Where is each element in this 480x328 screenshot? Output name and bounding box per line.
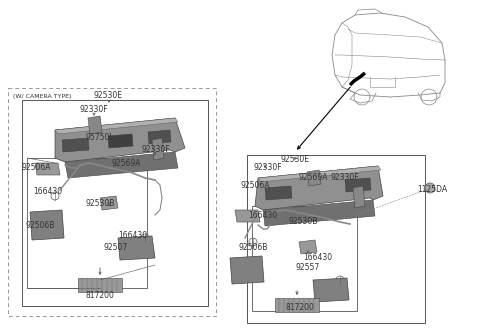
Polygon shape bbox=[148, 130, 171, 144]
Bar bbox=[247, 155, 425, 323]
Text: 92507: 92507 bbox=[104, 243, 128, 253]
Text: 92569A: 92569A bbox=[298, 173, 328, 181]
Polygon shape bbox=[78, 278, 122, 292]
Text: 92330F: 92330F bbox=[80, 105, 108, 113]
Text: 92506A: 92506A bbox=[21, 162, 51, 172]
Text: 817200: 817200 bbox=[85, 291, 114, 299]
Text: 166430: 166430 bbox=[34, 188, 62, 196]
Polygon shape bbox=[263, 200, 375, 226]
Polygon shape bbox=[313, 278, 349, 302]
Polygon shape bbox=[118, 236, 155, 260]
Text: 166430: 166430 bbox=[119, 232, 147, 240]
Text: 92530E: 92530E bbox=[280, 155, 310, 165]
Polygon shape bbox=[152, 138, 164, 160]
Text: 92330F: 92330F bbox=[142, 145, 170, 154]
Polygon shape bbox=[65, 152, 178, 178]
Text: 92530B: 92530B bbox=[85, 198, 115, 208]
Polygon shape bbox=[108, 134, 133, 148]
Bar bbox=[252, 206, 357, 311]
Text: 92557: 92557 bbox=[296, 263, 320, 273]
Text: 166430: 166430 bbox=[249, 211, 277, 219]
Polygon shape bbox=[30, 210, 64, 240]
Circle shape bbox=[425, 183, 435, 193]
Text: 817200: 817200 bbox=[286, 303, 314, 313]
Polygon shape bbox=[307, 170, 321, 186]
Polygon shape bbox=[55, 118, 185, 162]
Text: 92530B: 92530B bbox=[288, 217, 318, 227]
Polygon shape bbox=[100, 196, 118, 210]
Bar bbox=[27, 158, 147, 288]
Polygon shape bbox=[258, 166, 381, 182]
Bar bbox=[8, 88, 216, 316]
Text: 92530E: 92530E bbox=[94, 92, 122, 100]
Text: (W/ CAMERA TYPE): (W/ CAMERA TYPE) bbox=[13, 94, 72, 99]
Polygon shape bbox=[235, 210, 260, 222]
Text: 95750L: 95750L bbox=[86, 133, 114, 142]
Text: 92506A: 92506A bbox=[240, 181, 270, 191]
Bar bbox=[22, 100, 208, 306]
Polygon shape bbox=[275, 298, 319, 312]
Polygon shape bbox=[88, 116, 102, 134]
Polygon shape bbox=[35, 163, 60, 175]
Text: 92506B: 92506B bbox=[25, 221, 55, 231]
Text: 1125DA: 1125DA bbox=[417, 186, 447, 195]
Text: 92506B: 92506B bbox=[238, 243, 268, 253]
Polygon shape bbox=[255, 166, 383, 210]
Text: 92569A: 92569A bbox=[111, 158, 141, 168]
Text: 92330F: 92330F bbox=[331, 173, 360, 181]
Polygon shape bbox=[299, 240, 317, 254]
Polygon shape bbox=[265, 186, 292, 200]
Polygon shape bbox=[353, 186, 365, 208]
Polygon shape bbox=[345, 178, 371, 192]
Polygon shape bbox=[55, 118, 178, 134]
Polygon shape bbox=[230, 256, 264, 284]
Text: 92330F: 92330F bbox=[254, 163, 282, 173]
Text: 166430: 166430 bbox=[303, 254, 333, 262]
Polygon shape bbox=[62, 138, 89, 152]
